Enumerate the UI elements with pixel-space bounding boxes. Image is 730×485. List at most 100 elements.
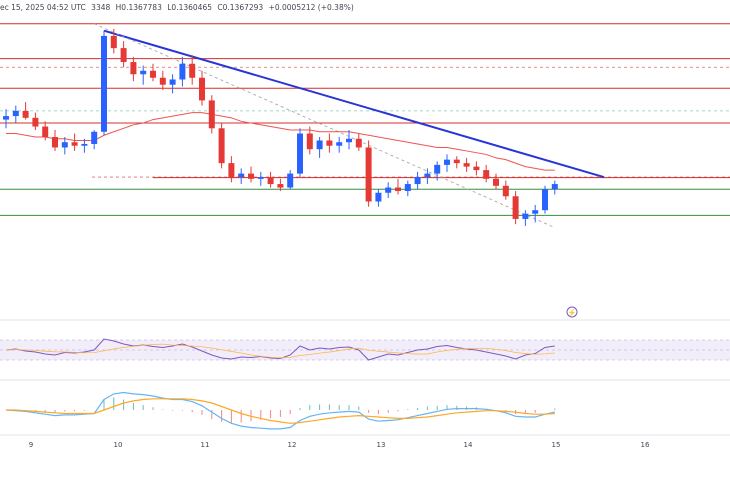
channel-line: [94, 23, 555, 228]
x-tick-label: 14: [464, 441, 473, 449]
candle-body: [493, 178, 499, 186]
candle: [52, 130, 58, 151]
candle: [169, 74, 176, 94]
candle: [365, 140, 372, 207]
candle-body: [463, 163, 470, 167]
candle: [120, 41, 127, 68]
candle: [12, 105, 19, 124]
x-tick-label: 13: [377, 441, 386, 449]
candle-body: [71, 142, 78, 146]
lightning-icon: ⚡: [568, 308, 577, 317]
candle: [414, 171, 421, 190]
candle-body: [248, 173, 254, 179]
candle: [22, 102, 29, 120]
candle: [61, 137, 68, 155]
candle-body: [32, 117, 39, 127]
candle: [238, 168, 245, 185]
header-change: +0.0005212 (+0.38%): [268, 3, 354, 12]
candle: [385, 182, 392, 198]
candle: [326, 133, 333, 153]
candle-body: [453, 159, 460, 164]
candle-body: [522, 213, 529, 219]
candle-body: [208, 100, 215, 129]
candle-body: [199, 77, 205, 101]
candle: [532, 204, 539, 223]
x-tick-label: 10: [114, 441, 123, 449]
annotation-lines: [94, 23, 605, 228]
candle: [110, 28, 117, 54]
candle: [502, 180, 509, 200]
chart-background: [0, 319, 730, 436]
price-levels: [0, 23, 730, 216]
candle: [91, 130, 98, 150]
candle: [101, 30, 107, 136]
candle-body: [150, 70, 156, 78]
candle: [228, 156, 235, 183]
candle-body: [12, 110, 19, 117]
candle-body: [42, 126, 49, 137]
candle-body: [385, 187, 392, 193]
x-tick-label: 12: [288, 441, 297, 449]
candle-body: [52, 137, 58, 148]
candle-body: [257, 177, 264, 179]
candle: [218, 123, 225, 169]
candle-body: [404, 184, 411, 192]
candle: [512, 191, 519, 225]
candle: [208, 95, 215, 134]
candle: [424, 168, 431, 185]
candle: [453, 156, 460, 169]
candle-body: [81, 143, 88, 146]
candle-body: [287, 173, 294, 188]
moving-average: [6, 112, 555, 171]
candle: [150, 63, 156, 82]
candle-body: [306, 133, 313, 150]
candle: [493, 173, 499, 190]
candle: [248, 166, 254, 183]
candle-body: [110, 35, 117, 49]
candle: [395, 178, 401, 195]
candle: [522, 210, 529, 226]
candle: [287, 170, 294, 190]
candle: [159, 70, 166, 90]
candle-body: [355, 138, 362, 148]
candle-body: [365, 147, 372, 202]
candle-body: [483, 170, 490, 179]
ma-line: [6, 112, 555, 171]
bearish-trend-line: [103, 29, 605, 179]
rsi-panel: [0, 338, 730, 361]
candle-body: [297, 133, 303, 174]
candle: [267, 171, 274, 188]
x-tick-label: 11: [201, 441, 210, 449]
chart-header: ec 15, 2025 04:52 UTC 3348 H0.1367783 L0…: [0, 3, 357, 12]
candle-body: [277, 184, 284, 188]
candle-body: [228, 163, 235, 178]
candle-body: [120, 48, 127, 63]
candle-body: [532, 210, 539, 214]
candle-body: [395, 187, 401, 192]
candle-body: [267, 177, 274, 185]
candle-body: [169, 79, 176, 85]
candle-body: [414, 177, 421, 185]
event-marker[interactable]: ⚡: [566, 306, 578, 318]
candle-body: [473, 166, 480, 171]
candle-body: [316, 140, 323, 150]
x-tick-label: 9: [29, 441, 33, 449]
candle: [140, 65, 147, 85]
candle: [32, 112, 39, 131]
rsi-band: [0, 340, 730, 360]
x-axis: 9 10 11 12 13 14 15 16: [29, 441, 650, 449]
candle-body: [101, 35, 107, 132]
candle-body: [22, 110, 29, 118]
candle: [375, 189, 382, 207]
candle: [542, 185, 548, 214]
candle: [189, 55, 196, 85]
candle-body: [159, 77, 166, 85]
x-tick-label: 15: [552, 441, 561, 449]
candle: [483, 164, 490, 183]
rsi-ma-line: [5, 343, 555, 359]
candle-body: [189, 63, 196, 78]
candle-body: [512, 196, 519, 219]
candle-body: [91, 131, 98, 144]
candle: [434, 161, 441, 181]
candle-body: [502, 185, 509, 197]
